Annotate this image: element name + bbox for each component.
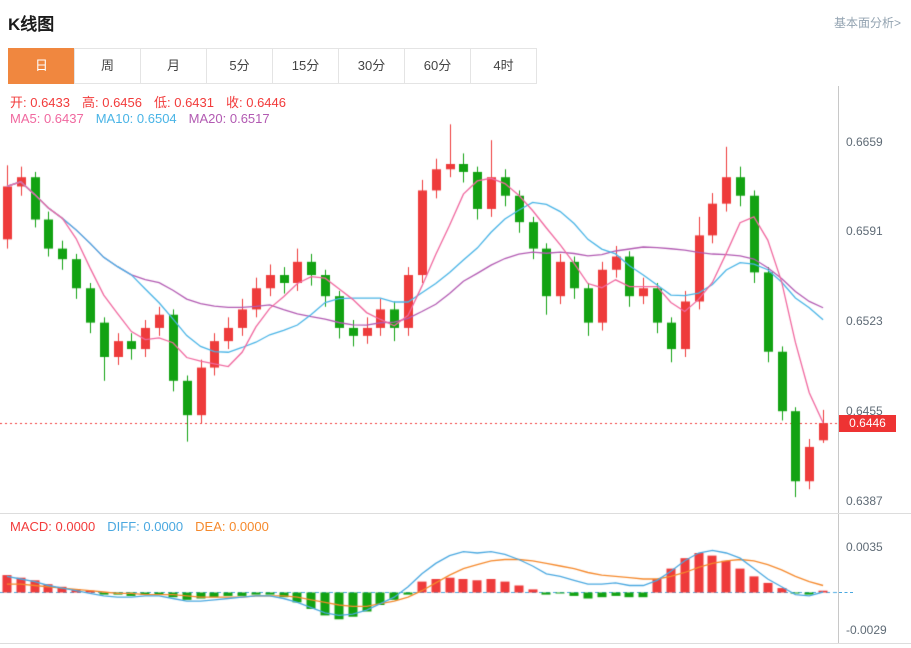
price-axis-label: 0.6387: [846, 494, 883, 509]
current-price-tag: 0.6446: [839, 415, 896, 433]
price-axis-border: [838, 86, 839, 513]
header: K线图 基本面分析>: [0, 0, 911, 44]
interval-tab-月[interactable]: 月: [140, 48, 207, 84]
macd-legend: MACD: 0.0000 DIFF: 0.0000 DEA: 0.0000: [10, 519, 269, 534]
zero-line-gutter-dash: [839, 592, 853, 593]
ma-legend: MA5: 0.6437 MA10: 0.6504 MA20: 0.6517: [10, 111, 270, 126]
ohlc-legend: 开: 0.6433 高: 0.6456 低: 0.6431 收: 0.6446: [10, 92, 286, 111]
price-axis-label: 0.6591: [846, 224, 883, 239]
ohlc-legend-item: 低: 0.6431: [154, 95, 214, 110]
main-chart-panel: 开: 0.6433 高: 0.6456 低: 0.6431 收: 0.6446 MA5…: [0, 86, 911, 513]
ohlc-legend-item: 高: 0.6456: [82, 95, 142, 110]
interval-tab-5分[interactable]: 5分: [206, 48, 273, 84]
macd-panel: MACD: 0.0000 DIFF: 0.0000 DEA: 0.0000 0.00…: [0, 513, 911, 644]
ma-legend-item: MA5: 0.6437: [10, 111, 84, 126]
macd-legend-item: MACD: 0.0000: [10, 519, 96, 534]
interval-tab-4时[interactable]: 4时: [470, 48, 537, 84]
macd-legend-item: DIFF: 0.0000: [107, 519, 184, 534]
interval-tab-周[interactable]: 周: [74, 48, 141, 84]
fundamental-analysis-link[interactable]: 基本面分析>: [833, 15, 901, 30]
macd-chart[interactable]: [0, 514, 838, 644]
macd-axis-label: -0.0029: [846, 622, 887, 637]
interval-tab-60分[interactable]: 60分: [404, 48, 471, 84]
macd-axis-label: 0.0035: [846, 539, 883, 554]
ohlc-legend-item: 收: 0.6446: [226, 95, 286, 110]
macd-legend-item: DEA: 0.0000: [195, 519, 269, 534]
ohlc-legend-item: 开: 0.6433: [10, 95, 70, 110]
interval-tabs: 日周月 5分 15分 30分 60分 4时: [8, 48, 911, 84]
macd-axis-border: [838, 514, 839, 643]
ma-legend-item: MA10: 0.6504: [95, 111, 177, 126]
candlestick-chart[interactable]: [0, 86, 838, 513]
interval-tab-日[interactable]: 日: [8, 48, 75, 84]
price-axis-label: 0.6523: [846, 314, 883, 329]
price-axis-label: 0.6659: [846, 134, 883, 149]
interval-tab-30分[interactable]: 30分: [338, 48, 405, 84]
interval-tab-15分[interactable]: 15分: [272, 48, 339, 84]
price-axis-label: 0.6455: [846, 404, 883, 419]
ma-legend-item: MA20: 0.6517: [188, 111, 270, 126]
page-title: K线图: [8, 14, 55, 34]
